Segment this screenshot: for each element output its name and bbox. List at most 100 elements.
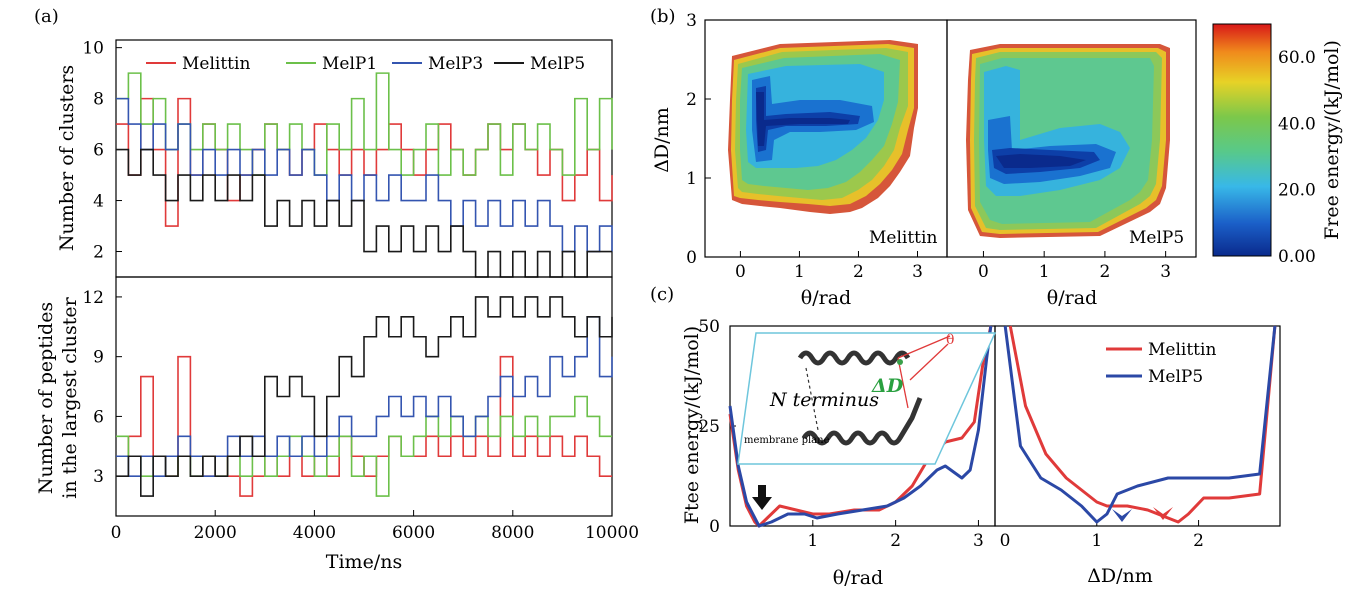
a-top-series-melp5	[116, 148, 612, 278]
a-top-ylabel: Number of clusters	[56, 65, 78, 251]
colorbar	[1212, 23, 1272, 257]
min-arrow-black	[752, 485, 772, 510]
c-right-xtick-label: 1	[1091, 531, 1102, 551]
a-bottom-ytick-label: 6	[93, 407, 104, 427]
chart-a-top: 2 4 6 8 10 Number of clusters Melittin MelP1…	[56, 39, 613, 278]
theta-arrow	[897, 335, 951, 359]
n-terminus-label: N terminus	[769, 389, 879, 411]
a-bottom-ticks: 3 6 9 12 0 2000 4000 6000 8000 10000	[82, 288, 639, 543]
c-legend-label-melittin: Melittin	[1148, 340, 1216, 360]
panel-label-c: (c)	[650, 284, 674, 305]
b-xlabel-2: θ/rad	[1047, 287, 1097, 309]
panel-label-b: (b)	[650, 6, 676, 27]
legend-label-melp1: MelP1	[322, 54, 377, 74]
a-bottom-series	[116, 296, 613, 497]
a-top-y-ticks: 2 4 6 8 10	[82, 39, 122, 263]
b-xtick-label: 3	[912, 262, 923, 282]
min-marker-melp5	[1112, 509, 1132, 522]
upper-helix	[797, 350, 911, 366]
c-legend: Melittin MelP5	[1106, 340, 1216, 387]
a-top-series-melp1	[116, 72, 613, 176]
c-left-xtick-label: 2	[890, 531, 901, 551]
theta-label: θ	[946, 332, 954, 348]
b-ytick-label: 3	[686, 11, 697, 31]
c-right-xlabel: ΔD/nm	[1087, 565, 1153, 587]
c-ytick-label: 0	[709, 517, 720, 537]
b-xtick-label: 0	[978, 262, 989, 282]
colorbar-tick-label: 40.0	[1278, 114, 1316, 134]
c-left-xtick-label: 3	[973, 531, 984, 551]
a-top-series-melp3	[116, 97, 613, 253]
theta-arrow-2	[909, 343, 949, 381]
a-bottom-ytick-label: 12	[82, 288, 104, 308]
c-left-series-melp5	[728, 325, 993, 528]
heatmap-melp5: MelP5	[946, 19, 1197, 258]
a-bottom-xtick-label: 2000	[194, 523, 237, 543]
chart-a-bottom: 3 6 9 12 0 2000 4000 6000 8000 10000 Number of pe…	[35, 276, 639, 573]
helix-marker	[897, 359, 903, 365]
colorbar-ticks: 0.00 20.0 40.0 60.0	[1278, 48, 1316, 267]
a-top-ytick-label: 2	[93, 243, 104, 263]
a-top-legend: Melittin MelP1 MelP3 MelP5	[146, 54, 585, 74]
a-top-ytick-label: 6	[93, 141, 104, 161]
delta-d-line	[897, 357, 909, 409]
colorbar-tick-label: 60.0	[1278, 48, 1316, 68]
a-bottom-ylabel-line1: Number of peptides	[35, 302, 57, 494]
heatmap-melittin: Melittin	[704, 19, 948, 258]
min-marker-melittin	[1153, 507, 1173, 520]
a-bottom-ylabel-line2: in the largest cluster	[59, 296, 81, 498]
c-legend-label-melp5: MelP5	[1148, 367, 1203, 387]
c-right-series-melp5	[1003, 325, 1277, 524]
colorbar-tick-label: 20.0	[1278, 181, 1316, 201]
b-xtick-label: 2	[1099, 262, 1110, 282]
heatmap-melittin-label: Melittin	[869, 228, 937, 248]
plot-frame-a-bottom	[115, 276, 613, 517]
a-bottom-series-melp5	[116, 296, 613, 497]
plot-frame-c-right	[994, 325, 1281, 527]
a-bottom-xtick-label: 4000	[293, 523, 336, 543]
a-bottom-xtick-label: 6000	[392, 523, 435, 543]
a-top-ytick-label: 4	[93, 192, 104, 212]
c-series	[728, 325, 1277, 528]
legend-label-melp3: MelP3	[428, 54, 483, 74]
b-ticks: 0 1 2 3 0 1 2 3 0 1 2 3	[686, 11, 1171, 282]
a-bottom-xtick-label: 10000	[585, 523, 639, 543]
c-right-xtick-label: 0	[1000, 531, 1011, 551]
a-top-ytick-label: 10	[82, 39, 104, 59]
b-ytick-label: 1	[686, 169, 697, 189]
a-bottom-xlabel: Time/ns	[326, 551, 402, 573]
b-xtick-label: 1	[794, 262, 805, 282]
delta-d-label: ΔD	[871, 375, 904, 397]
b-xtick-label: 2	[853, 262, 864, 282]
panel-label-a: (a)	[34, 6, 59, 27]
c-right-series-melittin	[1008, 325, 1277, 524]
membrane-plane-label: membrane plane	[744, 435, 830, 446]
b-ytick-label: 2	[686, 90, 697, 110]
c-left-xlabel: θ/rad	[833, 567, 883, 589]
legend-label-melittin: Melittin	[182, 54, 250, 74]
heatmap-melp5-label: MelP5	[1129, 228, 1184, 248]
b-xtick-label: 1	[1039, 262, 1050, 282]
c-left-xtick-label: 1	[807, 531, 818, 551]
lower-helix	[801, 397, 923, 446]
c-ytick-label: 25	[698, 417, 720, 437]
b-ylabel: ΔD/nm	[651, 107, 673, 173]
inset-diagram: θ ΔD N terminus membrane plane	[737, 332, 997, 465]
a-bottom-xtick-label: 0	[111, 523, 122, 543]
colorbar-label: Free energy/(kJ/mol)	[1321, 40, 1343, 240]
b-xtick-label: 0	[735, 262, 746, 282]
a-top-series	[116, 72, 613, 278]
c-right-xtick-label: 2	[1193, 531, 1204, 551]
a-bottom-ytick-label: 3	[93, 467, 104, 487]
a-bottom-xtick-label: 8000	[491, 523, 534, 543]
a-top-ytick-label: 8	[93, 90, 104, 110]
b-xtick-label: 3	[1160, 262, 1171, 282]
c-ytick-label: 50	[698, 317, 720, 337]
n-terminus-link	[805, 367, 819, 431]
colorbar-tick-label: 0.00	[1278, 247, 1316, 267]
b-xlabel-1: θ/rad	[801, 287, 851, 309]
